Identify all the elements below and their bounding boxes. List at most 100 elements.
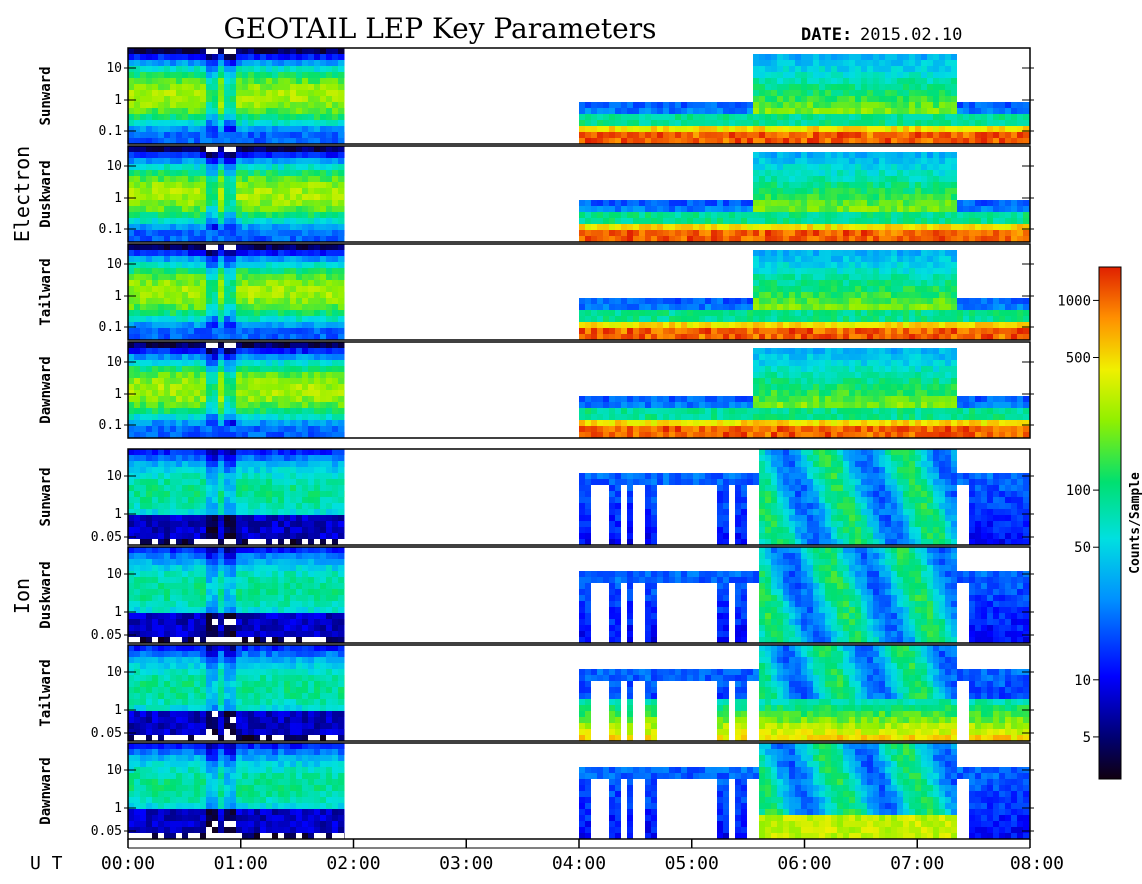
heatmap-cell <box>344 360 345 366</box>
heatmap-cell <box>843 274 849 280</box>
heatmap-cell <box>188 60 194 66</box>
heatmap-cell <box>170 72 176 78</box>
heatmap-cell <box>284 372 290 378</box>
heatmap-cell <box>314 60 320 66</box>
heatmap-cell <box>164 414 170 420</box>
heatmap-cell <box>849 316 855 322</box>
heatmap-cell <box>579 138 585 144</box>
heatmap-cell <box>939 250 945 256</box>
heatmap-cell <box>651 114 657 120</box>
heatmap-cell <box>675 218 681 224</box>
heatmap-cell <box>891 286 897 292</box>
heatmap-cell <box>777 194 783 200</box>
heatmap-cell <box>146 432 152 438</box>
heatmap-cell <box>783 84 789 90</box>
heatmap-cell <box>284 402 290 408</box>
heatmap-cell <box>831 274 837 280</box>
heatmap-cell <box>873 274 879 280</box>
heatmap-cell <box>182 342 188 348</box>
heatmap-cell <box>681 298 687 304</box>
heatmap-cell <box>699 334 705 340</box>
heatmap-cell <box>278 188 284 194</box>
heatmap-cell <box>945 126 951 132</box>
heatmap-cell <box>909 230 915 236</box>
heatmap-cell <box>314 102 320 108</box>
heatmap-cell <box>969 230 975 236</box>
heatmap-cell <box>200 292 206 298</box>
heatmap-cell <box>909 310 915 316</box>
heatmap-cell <box>272 334 278 340</box>
heatmap-cell <box>308 138 314 144</box>
heatmap-cell <box>609 304 615 310</box>
heatmap-cell <box>789 274 795 280</box>
heatmap-cell <box>164 126 170 132</box>
heatmap-cell <box>801 280 807 286</box>
heatmap-cell <box>657 138 663 144</box>
heatmap-cell <box>242 54 248 60</box>
heatmap-cell <box>777 236 783 242</box>
heatmap-cell <box>621 212 627 218</box>
heatmap-cell <box>789 132 795 138</box>
heatmap-cell <box>783 310 789 316</box>
heatmap-cell <box>272 402 278 408</box>
heatmap-cell <box>807 328 813 334</box>
heatmap-cell <box>332 176 338 182</box>
heatmap-cell <box>248 280 254 286</box>
heatmap-cell <box>891 138 897 144</box>
heatmap-cell <box>795 316 801 322</box>
heatmap-cell <box>338 366 344 372</box>
heatmap-cell <box>759 66 765 72</box>
heatmap-cell <box>795 310 801 316</box>
heatmap-cell <box>819 212 825 218</box>
heatmap-cell <box>194 114 200 120</box>
heatmap-cell <box>999 200 1005 206</box>
heatmap-cell <box>344 244 345 250</box>
heatmap-cell <box>308 54 314 60</box>
heatmap-cell <box>164 114 170 120</box>
heatmap-cell <box>765 96 771 102</box>
heatmap-cell <box>176 250 182 256</box>
heatmap-cell <box>296 322 302 328</box>
heatmap-cell <box>278 244 284 250</box>
heatmap-cell <box>975 108 981 114</box>
heatmap-cell <box>933 280 939 286</box>
heatmap-cell <box>128 114 134 120</box>
heatmap-cell <box>861 182 867 188</box>
heatmap-cell <box>681 114 687 120</box>
heatmap-cell <box>765 138 771 144</box>
heatmap-cell <box>320 384 326 390</box>
heatmap-cell <box>164 138 170 144</box>
heatmap-cell <box>164 120 170 126</box>
heatmap-cell <box>807 54 813 60</box>
heatmap-cell <box>903 304 909 310</box>
heatmap-cell <box>152 206 158 212</box>
heatmap-cell <box>753 348 759 354</box>
heatmap-cell <box>603 102 609 108</box>
heatmap-cell <box>146 194 152 200</box>
heatmap-cell <box>344 72 345 78</box>
heatmap-cell <box>320 402 326 408</box>
heatmap-cell <box>867 292 873 298</box>
heatmap-cell <box>621 230 627 236</box>
heatmap-cell <box>218 224 224 230</box>
heatmap-cell <box>915 256 921 262</box>
heatmap-cell <box>951 108 957 114</box>
heatmap-cell <box>651 132 657 138</box>
heatmap-cell <box>314 176 320 182</box>
heatmap-cell <box>783 108 789 114</box>
heatmap-cell <box>146 292 152 298</box>
heatmap-cell <box>879 60 885 66</box>
heatmap-cell <box>194 378 200 384</box>
heatmap-cell <box>146 54 152 60</box>
heatmap-cell <box>897 120 903 126</box>
heatmap-cell <box>879 132 885 138</box>
heatmap-cell <box>254 262 260 268</box>
heatmap-cell <box>212 298 218 304</box>
heatmap-cell <box>326 120 332 126</box>
heatmap-cell <box>903 72 909 78</box>
heatmap-cell <box>969 132 975 138</box>
heatmap-cell <box>128 90 134 96</box>
heatmap-cell <box>651 120 657 126</box>
heatmap-cell <box>170 158 176 164</box>
heatmap-cell <box>795 206 801 212</box>
